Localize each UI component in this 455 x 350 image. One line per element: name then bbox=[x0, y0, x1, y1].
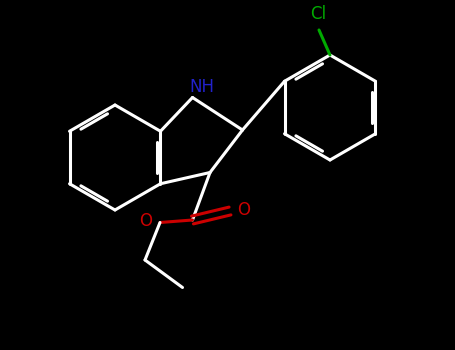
Text: O: O bbox=[140, 212, 152, 231]
Text: NH: NH bbox=[189, 77, 214, 96]
Text: Cl: Cl bbox=[310, 5, 326, 23]
Text: O: O bbox=[238, 201, 251, 219]
